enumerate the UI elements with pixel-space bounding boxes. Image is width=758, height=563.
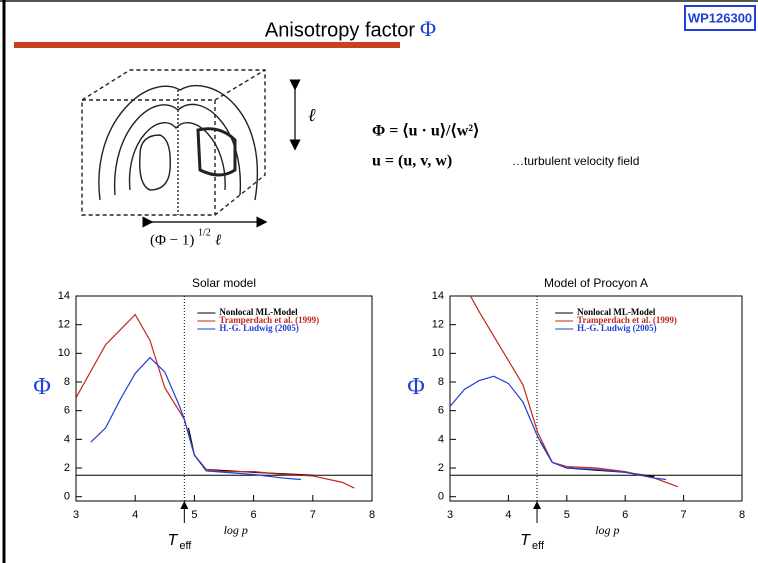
chart-title: Model of Procyon A <box>544 276 648 290</box>
x-tick-label: 4 <box>132 509 138 521</box>
teff-label: T <box>520 532 531 549</box>
x-tick-label: 6 <box>622 509 628 521</box>
formula-definition: Φ = ⟨u · u⟩/⟨w²⟩ <box>372 123 479 140</box>
series-line <box>540 441 655 478</box>
x-axis-label: log p <box>224 523 248 537</box>
x-tick-label: 3 <box>447 509 453 521</box>
x-tick-label: 8 <box>369 509 375 521</box>
legend-label: Tramperdach et al. (1999) <box>219 315 319 325</box>
plot-frame <box>449 295 743 502</box>
legend-label: H.-G. Ludwig (2005) <box>577 323 657 333</box>
y-tick-label: 4 <box>64 433 70 445</box>
series-line <box>450 375 667 481</box>
header-bar <box>14 42 400 48</box>
chart-title: Solar model <box>192 276 256 290</box>
x-tick-label: 6 <box>251 509 257 521</box>
legend-label: H.-G. Ludwig (2005) <box>219 323 299 333</box>
y-tick-label: 10 <box>58 347 70 359</box>
y-tick-label: 14 <box>58 290 70 302</box>
teff-label: T <box>167 532 178 549</box>
diagram <box>81 69 301 228</box>
y-axis-label: Φ <box>407 374 425 400</box>
legend-label: Nonlocal ML-Model <box>577 307 656 317</box>
series-line <box>76 313 355 489</box>
x-tick-label: 3 <box>73 509 79 521</box>
teff-subscript: eff <box>179 540 192 552</box>
y-tick-label: 8 <box>438 376 444 388</box>
x-tick-label: 5 <box>191 509 197 521</box>
badge: WP126300 <box>688 10 752 25</box>
x-tick-label: 4 <box>505 509 511 521</box>
x-tick-label: 8 <box>739 509 745 521</box>
formula-note: …turbulent velocity field <box>512 154 639 168</box>
formula-velocity: u = (u, v, w) <box>372 153 452 170</box>
width-exponent: 1/2 <box>198 227 211 238</box>
series-line <box>187 427 313 476</box>
legend-label: Nonlocal ML-Model <box>219 307 298 317</box>
y-tick-label: 4 <box>438 433 444 445</box>
x-tick-label: 7 <box>310 509 316 521</box>
teff-subscript: eff <box>532 540 545 552</box>
y-tick-label: 0 <box>438 491 444 503</box>
x-axis-label: log p <box>595 523 619 537</box>
height-label: ℓ <box>308 105 316 125</box>
slide-title: Anisotropy factor <box>265 19 415 41</box>
y-tick-label: 12 <box>58 319 70 331</box>
y-tick-label: 2 <box>64 462 70 474</box>
y-tick-label: 12 <box>432 319 444 331</box>
y-tick-label: 10 <box>432 347 444 359</box>
plot-frame <box>75 295 373 502</box>
y-axis-label: Φ <box>33 374 51 400</box>
series-line <box>90 356 302 481</box>
title-symbol: Φ <box>420 16 436 41</box>
x-tick-label: 7 <box>681 509 687 521</box>
badge-box <box>684 5 756 31</box>
y-tick-label: 14 <box>432 290 444 302</box>
y-tick-label: 6 <box>64 405 70 417</box>
y-tick-label: 2 <box>438 462 444 474</box>
y-tick-label: 6 <box>438 405 444 417</box>
width-label: (Φ − 1) <box>150 232 194 248</box>
width-suffix: ℓ <box>215 232 221 248</box>
y-tick-label: 0 <box>64 491 70 503</box>
y-tick-label: 8 <box>64 376 70 388</box>
legend-label: Tramperdach et al. (1999) <box>577 315 677 325</box>
x-tick-label: 5 <box>564 509 570 521</box>
